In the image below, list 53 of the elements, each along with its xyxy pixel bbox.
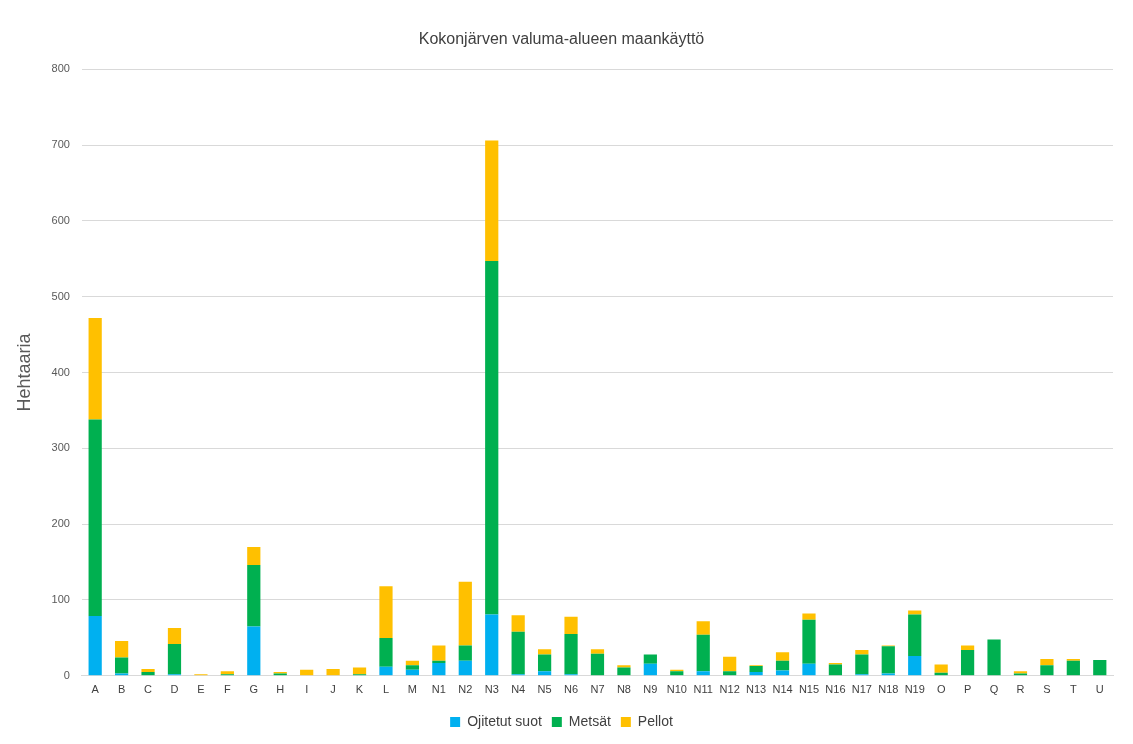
- x-tick-label: F: [223, 683, 231, 696]
- y-axis-title: Hehtaaria: [13, 332, 34, 412]
- x-tick-label: N5: [537, 683, 552, 696]
- x-tick-label: O: [936, 683, 946, 696]
- y-tick-label: 500: [51, 289, 70, 302]
- x-tick-label: D: [170, 683, 179, 696]
- y-tick-label: 300: [51, 441, 70, 454]
- x-tick-label: N18: [878, 683, 899, 696]
- legend-label: Ojitetut suot: [467, 712, 542, 729]
- x-tick-label: N17: [851, 683, 872, 696]
- x-tick-label: N15: [798, 683, 820, 696]
- y-tick-label: 0: [63, 668, 70, 681]
- x-tick-label: N19: [904, 683, 925, 696]
- y-tick-label: 700: [51, 138, 70, 151]
- x-tick-label: N16: [825, 683, 846, 696]
- x-tick-label: Q: [989, 683, 999, 696]
- x-tick-label: N12: [719, 683, 740, 696]
- legend-label: Metsät: [568, 712, 611, 729]
- x-tick-label: N8: [616, 683, 631, 696]
- x-tick-label: J: [330, 683, 336, 696]
- x-tick-label: N10: [666, 683, 687, 696]
- y-tick-label: 600: [51, 213, 70, 226]
- x-tick-label: L: [382, 683, 390, 696]
- x-tick-label: H: [276, 683, 285, 696]
- legend-label: Pellot: [637, 712, 673, 729]
- y-tick-label: 800: [51, 62, 70, 75]
- x-tick-label: T: [1069, 683, 1077, 696]
- x-tick-label: C: [144, 683, 153, 696]
- y-tick-label: 100: [51, 593, 70, 606]
- x-tick-label: N9: [643, 683, 658, 696]
- x-tick-label: N3: [484, 683, 499, 696]
- x-tick-label: R: [1016, 683, 1025, 696]
- x-tick-label: N13: [746, 683, 767, 696]
- y-tick-label: 200: [51, 517, 70, 530]
- x-tick-label: M: [407, 683, 417, 696]
- x-tick-label: U: [1095, 683, 1104, 696]
- x-tick-label: B: [117, 683, 126, 696]
- x-tick-label: I: [305, 683, 309, 696]
- x-tick-label: N14: [772, 683, 793, 696]
- y-tick-label: 400: [51, 365, 70, 378]
- x-tick-label: N1: [431, 683, 446, 696]
- x-tick-label: K: [355, 683, 364, 696]
- x-tick-label: E: [197, 683, 205, 696]
- x-tick-label: N6: [564, 683, 579, 696]
- chart-title: Kokonjärven valuma-alueen maankäyttö: [418, 30, 705, 48]
- x-tick-label: N11: [693, 683, 713, 696]
- x-tick-label: N7: [590, 683, 605, 696]
- x-tick-label: N4: [511, 683, 526, 696]
- x-tick-label: N2: [458, 683, 473, 696]
- x-tick-label: G: [249, 683, 259, 696]
- x-tick-label: S: [1043, 683, 1051, 696]
- x-tick-label: P: [963, 683, 972, 696]
- x-tick-label: A: [91, 683, 100, 696]
